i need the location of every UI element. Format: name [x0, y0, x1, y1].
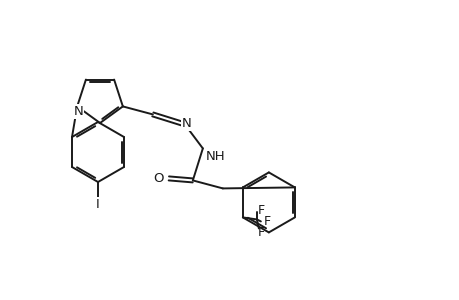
Text: NH: NH [205, 150, 225, 164]
Text: N: N [73, 105, 83, 118]
Text: F: F [257, 204, 264, 217]
Text: I: I [96, 197, 100, 211]
Text: F: F [257, 226, 264, 239]
Text: O: O [153, 172, 163, 185]
Text: N: N [182, 117, 191, 130]
Text: F: F [263, 215, 270, 228]
